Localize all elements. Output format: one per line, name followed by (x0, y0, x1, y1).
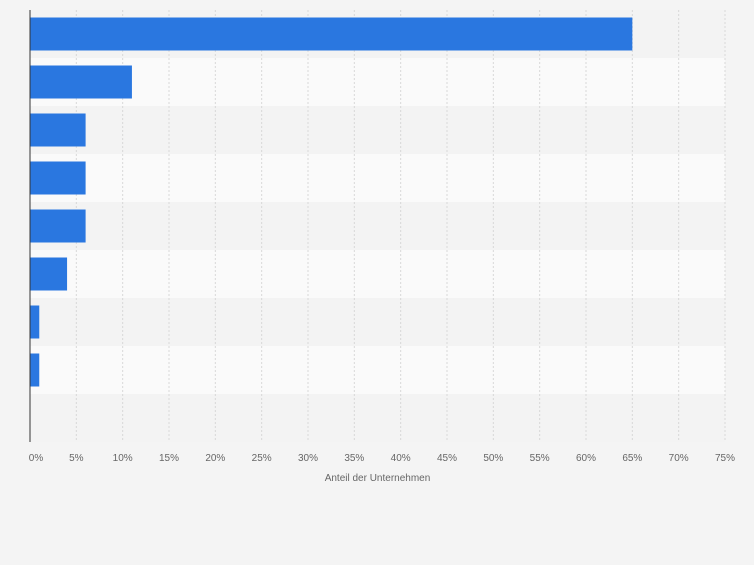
row-band (30, 346, 725, 394)
bar (30, 305, 40, 339)
row-band (30, 394, 725, 442)
bar (30, 161, 86, 195)
row-band (30, 106, 725, 154)
grid-lines (75, 10, 726, 442)
x-tick-label: 5% (69, 453, 84, 464)
row-band (30, 154, 725, 202)
bar (30, 353, 40, 387)
bar (30, 209, 86, 243)
x-tick-label: 65% (622, 453, 642, 464)
x-tick-labels: 0% 5% 10% 15% 20% 25% 30% 35% 40% 45% 50% 55% 60% 65%… (29, 453, 735, 464)
bar (30, 65, 132, 99)
x-tick-label: 50% (483, 453, 503, 464)
row-bands (30, 10, 725, 442)
row-band (30, 250, 725, 298)
x-tick-label: 35% (344, 453, 364, 464)
x-tick-label: 25% (252, 453, 272, 464)
x-axis-title: Anteil der Unternehmen (325, 473, 431, 484)
x-tick-label: 20% (205, 453, 225, 464)
x-tick-label: 0% (29, 453, 44, 464)
bars (30, 17, 633, 387)
x-tick-label: 10% (113, 453, 133, 464)
x-tick-label: 45% (437, 453, 457, 464)
bar (30, 113, 86, 147)
x-tick-label: 15% (159, 453, 179, 464)
x-tick-label: 70% (669, 453, 689, 464)
row-band (30, 298, 725, 346)
x-tick-label: 30% (298, 453, 318, 464)
bar (30, 17, 633, 51)
row-band (30, 58, 725, 106)
bar (30, 257, 68, 291)
x-tick-label: 75% (715, 453, 735, 464)
x-tick-label: 55% (530, 453, 550, 464)
x-tick-label: 40% (391, 453, 411, 464)
x-tick-label: 60% (576, 453, 596, 464)
row-band (30, 202, 725, 250)
